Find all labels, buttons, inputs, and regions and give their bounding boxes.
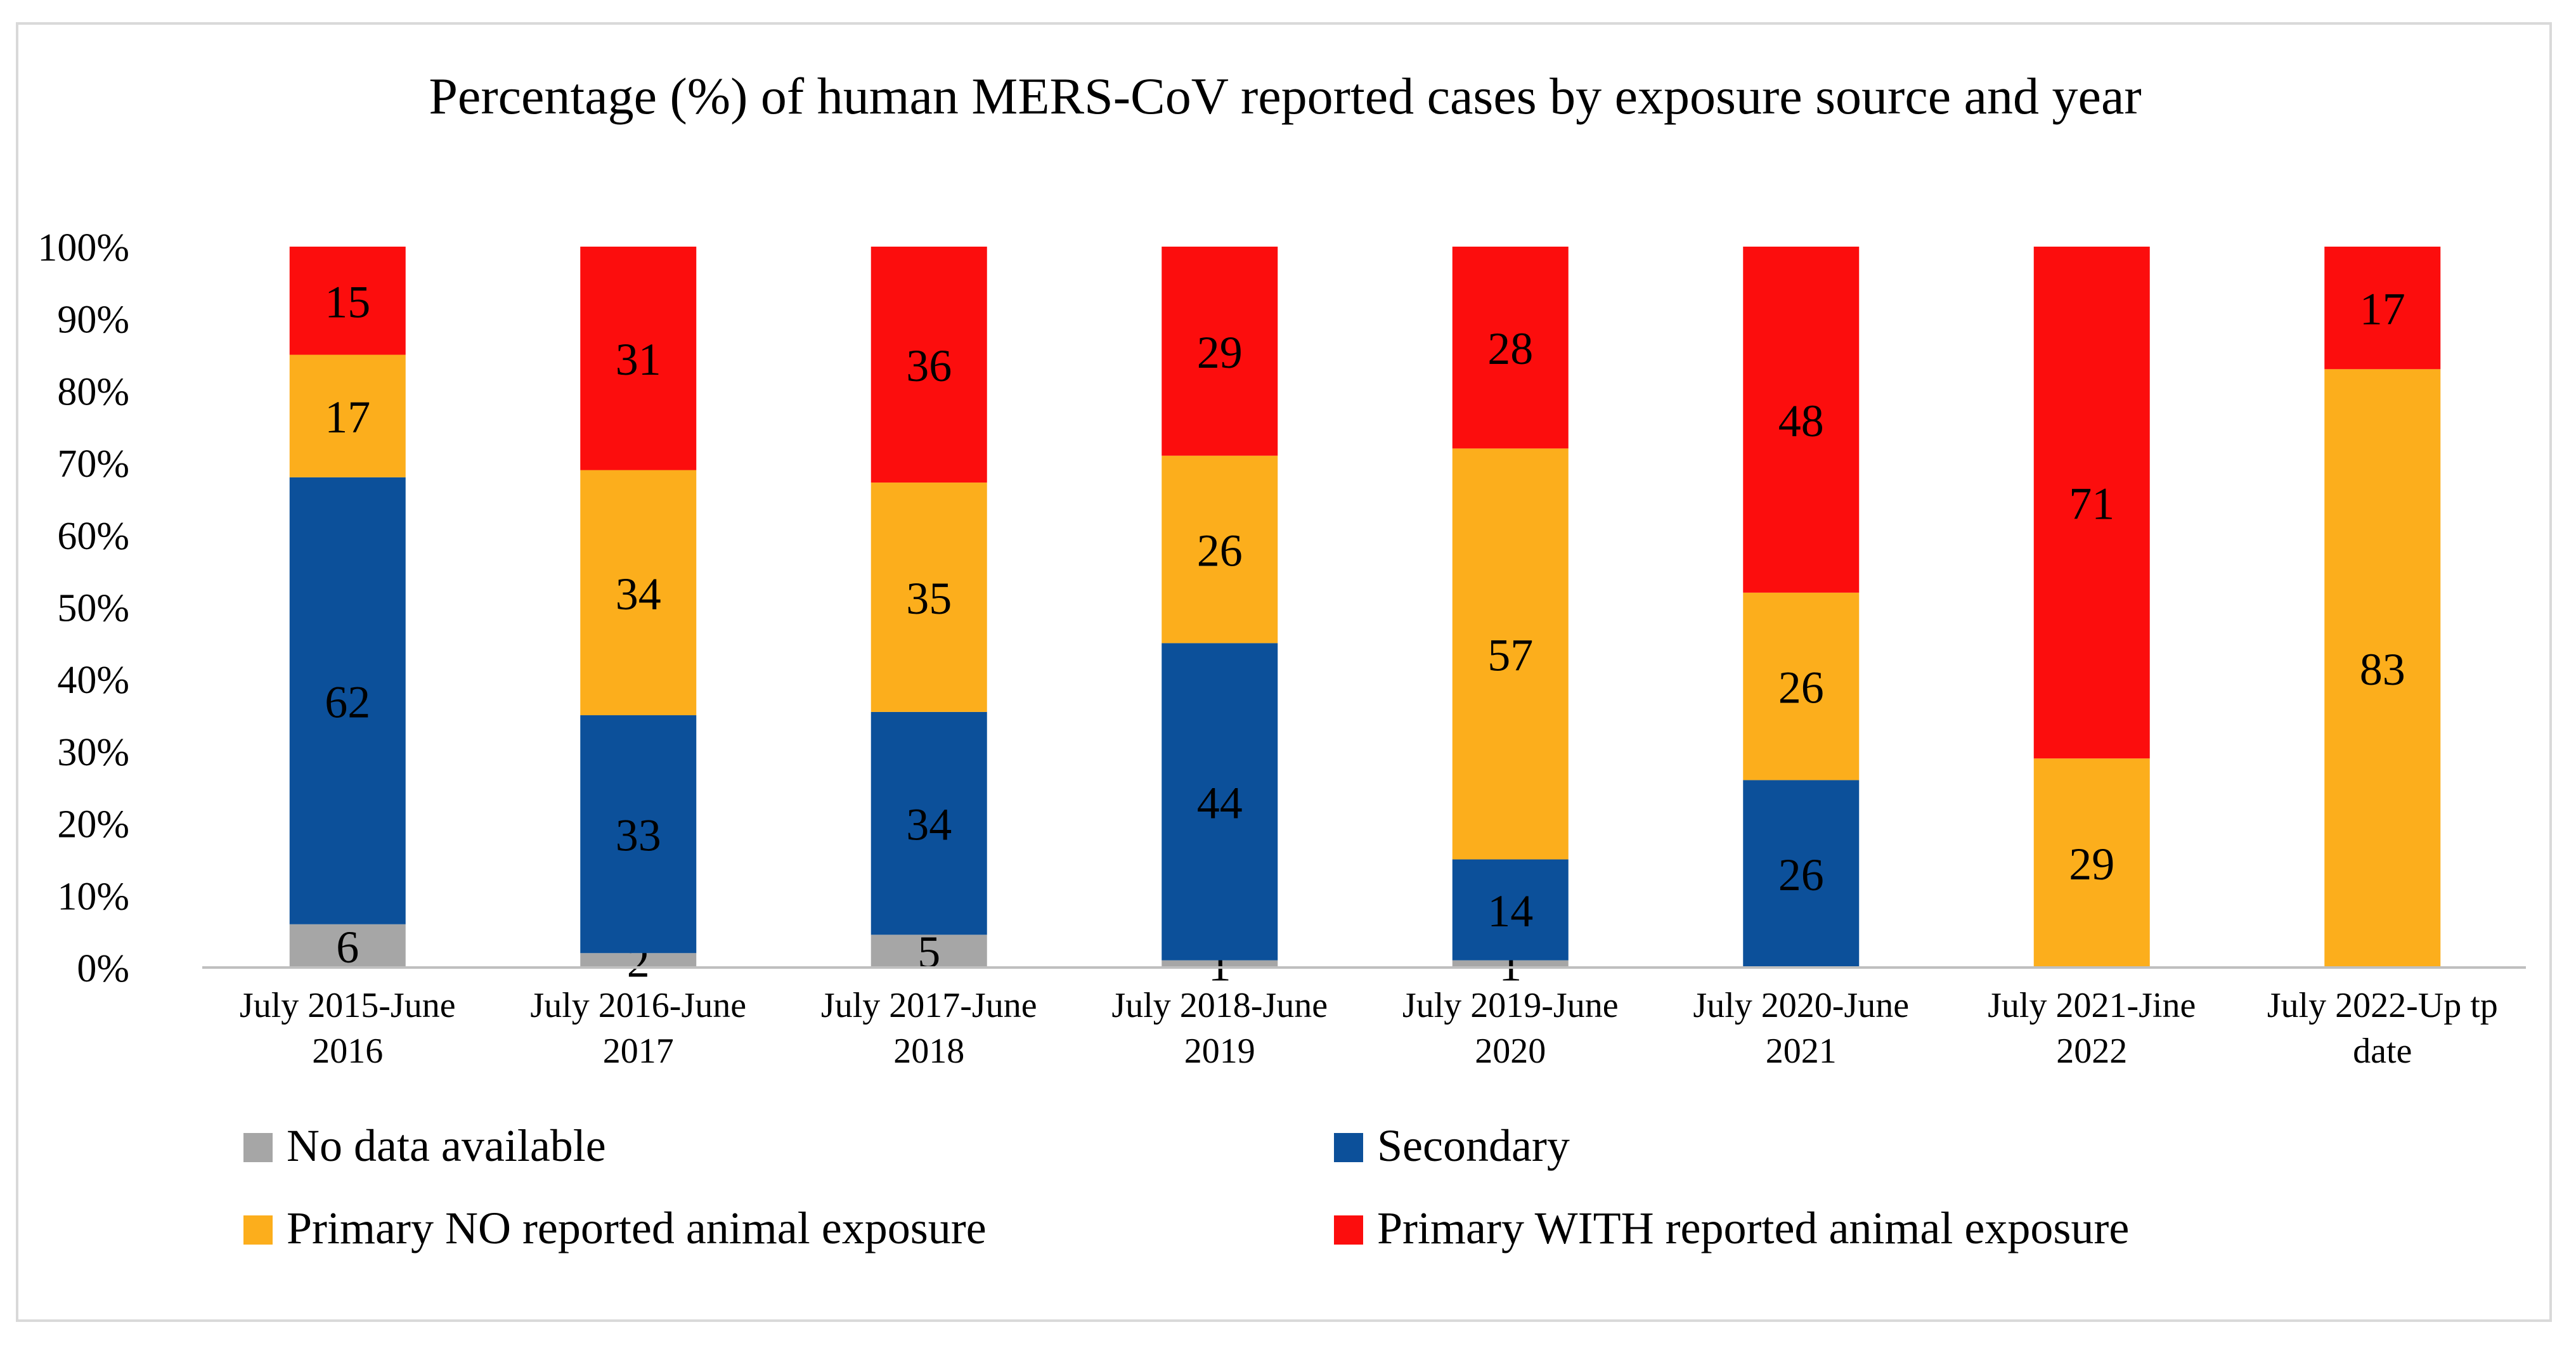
bar-segment — [289, 924, 406, 968]
y-tick-label: 40% — [57, 659, 129, 702]
y-tick-label: 50% — [57, 587, 129, 630]
bar-segment — [2324, 247, 2441, 370]
bar-segment — [1743, 592, 1860, 780]
chart: Percentage (%) of human MERS-CoV reporte… — [37, 67, 2526, 1253]
bar-segment — [1162, 455, 1278, 644]
bar-segment — [580, 715, 697, 954]
y-tick-label: 30% — [57, 731, 129, 774]
data-label: 15 — [325, 276, 370, 327]
legend-swatch — [1334, 1215, 1363, 1245]
y-axis: 0% 10% 20% 30% 40% 50% 60% 70% 80% 90% 100% — [37, 226, 129, 990]
data-label: 33 — [616, 810, 661, 861]
bar-segment — [2324, 369, 2441, 968]
y-tick-label: 70% — [57, 443, 129, 486]
y-tick-label: 90% — [57, 299, 129, 342]
data-label: 36 — [906, 340, 952, 391]
chart-title: Percentage (%) of human MERS-CoV reporte… — [429, 67, 2141, 125]
bar-segment — [871, 482, 987, 712]
legend-swatch — [243, 1133, 273, 1162]
bar-segment — [1452, 448, 1569, 860]
bar-segment — [580, 247, 697, 470]
legend-label: Primary NO reported animal exposure — [287, 1203, 987, 1253]
data-label: 29 — [2069, 839, 2114, 890]
x-tick-label: July 2020-June — [1693, 986, 1909, 1025]
data-label: 35 — [906, 573, 952, 624]
bar-segment — [2033, 758, 2150, 968]
bar-segment — [1162, 643, 1278, 961]
data-label: 26 — [1197, 526, 1243, 576]
bars: 6621715233343153435361442629114572802626… — [289, 247, 2441, 990]
y-tick-label: 0% — [77, 947, 129, 990]
data-label: 17 — [2360, 284, 2405, 335]
legend-swatch — [243, 1215, 273, 1245]
bar-segment — [289, 247, 406, 355]
data-label: 31 — [616, 334, 661, 385]
x-tick-label: July 2017-June — [821, 986, 1037, 1025]
x-tick-label: July 2015-June — [240, 986, 456, 1025]
x-tick-label: 2017 — [603, 1032, 674, 1071]
data-label: 48 — [1778, 396, 1824, 446]
bar-segment — [289, 354, 406, 477]
data-label: 71 — [2069, 479, 2114, 529]
data-label: 5 — [917, 927, 940, 978]
bar-segment — [289, 477, 406, 924]
bar-segment — [580, 470, 697, 716]
y-tick-label: 10% — [57, 875, 129, 918]
x-axis: July 2015-June 2016 July 2016-June 2017 July… — [240, 986, 2498, 1071]
bar-segment — [580, 953, 697, 968]
bar-segment — [1452, 859, 1569, 961]
x-tick-label: 2016 — [312, 1032, 383, 1071]
data-label: 34 — [906, 800, 952, 850]
data-label: 57 — [1487, 630, 1533, 680]
legend-label: No data available — [287, 1120, 606, 1171]
data-label: 83 — [2360, 644, 2405, 695]
data-label: 34 — [616, 569, 661, 619]
x-tick-label: 2022 — [2056, 1032, 2127, 1071]
bar-segment — [871, 935, 987, 968]
data-label: 62 — [325, 676, 370, 727]
bar-segment — [1162, 960, 1278, 968]
legend-label: Secondary — [1377, 1120, 1570, 1171]
bar-segment — [1452, 247, 1569, 449]
data-label: 28 — [1487, 323, 1533, 374]
bar-segment — [1452, 960, 1569, 968]
data-label: 26 — [1778, 850, 1824, 900]
bar-segment — [1743, 780, 1860, 968]
data-label: 26 — [1778, 663, 1824, 713]
x-tick-label: July 2021-Jine — [1988, 986, 2196, 1025]
x-tick-label: July 2018-June — [1111, 986, 1328, 1025]
y-tick-label: 80% — [57, 370, 129, 413]
y-tick-label: 100% — [37, 226, 129, 269]
legend-label: Primary WITH reported animal exposure — [1377, 1203, 2129, 1253]
bar-segment — [871, 711, 987, 935]
x-tick-label: date — [2353, 1032, 2412, 1071]
y-tick-label: 60% — [57, 515, 129, 558]
data-label: 14 — [1487, 886, 1533, 936]
x-tick-label: July 2019-June — [1402, 986, 1619, 1025]
legend-swatch — [1334, 1133, 1363, 1162]
data-label: 6 — [336, 922, 359, 973]
bar-segment — [1162, 247, 1278, 456]
x-tick-label: 2019 — [1184, 1032, 1255, 1071]
bar-segment — [871, 247, 987, 483]
chart-frame: Percentage (%) of human MERS-CoV reporte… — [16, 22, 2552, 1322]
bar-segment — [1743, 247, 1860, 593]
legend: No data available Secondary Primary NO rep… — [243, 1120, 2129, 1253]
x-tick-label: 2021 — [1766, 1032, 1837, 1071]
x-tick-label: 2018 — [893, 1032, 964, 1071]
x-tick-label: 2020 — [1475, 1032, 1546, 1071]
bar-segment — [2033, 247, 2150, 759]
x-tick-label: July 2016-June — [530, 986, 746, 1025]
y-tick-label: 20% — [57, 803, 129, 846]
x-tick-label: July 2022-Up tp — [2267, 986, 2498, 1025]
data-label: 44 — [1197, 777, 1243, 828]
data-label: 17 — [325, 392, 370, 443]
data-label: 29 — [1197, 327, 1243, 378]
